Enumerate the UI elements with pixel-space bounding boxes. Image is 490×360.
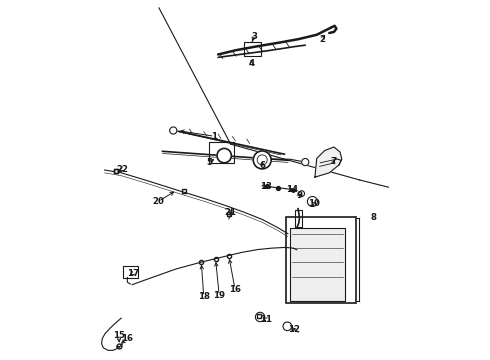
Bar xyxy=(295,210,302,227)
Text: 10: 10 xyxy=(308,199,320,208)
Circle shape xyxy=(299,191,304,197)
Polygon shape xyxy=(315,147,342,177)
Bar xyxy=(244,41,261,56)
Bar xyxy=(123,266,138,278)
Text: 12: 12 xyxy=(289,325,300,334)
Circle shape xyxy=(255,312,265,321)
Text: 11: 11 xyxy=(260,315,272,324)
Text: 5: 5 xyxy=(206,158,212,167)
Text: 1: 1 xyxy=(212,132,218,141)
Text: 13: 13 xyxy=(260,182,272,191)
Text: 8: 8 xyxy=(370,213,376,222)
Circle shape xyxy=(283,322,292,330)
Text: 19: 19 xyxy=(213,291,225,300)
Circle shape xyxy=(302,158,309,166)
Text: 16: 16 xyxy=(229,284,241,293)
Text: 17: 17 xyxy=(127,269,139,278)
Circle shape xyxy=(217,148,231,163)
Text: 2: 2 xyxy=(319,35,325,44)
Text: 9: 9 xyxy=(296,191,302,200)
Text: 3: 3 xyxy=(251,32,257,41)
Circle shape xyxy=(253,151,271,169)
Text: 15: 15 xyxy=(113,332,125,341)
Text: 4: 4 xyxy=(248,59,254,68)
Text: 7: 7 xyxy=(331,157,337,166)
Text: 16: 16 xyxy=(122,334,133,343)
Bar xyxy=(286,217,356,303)
Text: 14: 14 xyxy=(286,185,298,194)
Circle shape xyxy=(307,197,318,207)
Text: 22: 22 xyxy=(116,165,128,174)
Text: 6: 6 xyxy=(260,161,266,170)
Circle shape xyxy=(170,127,177,134)
Text: 20: 20 xyxy=(152,197,164,206)
Bar xyxy=(290,228,345,301)
Circle shape xyxy=(257,155,267,165)
Bar xyxy=(209,142,234,163)
Text: 18: 18 xyxy=(198,292,210,301)
Text: 21: 21 xyxy=(224,208,237,217)
